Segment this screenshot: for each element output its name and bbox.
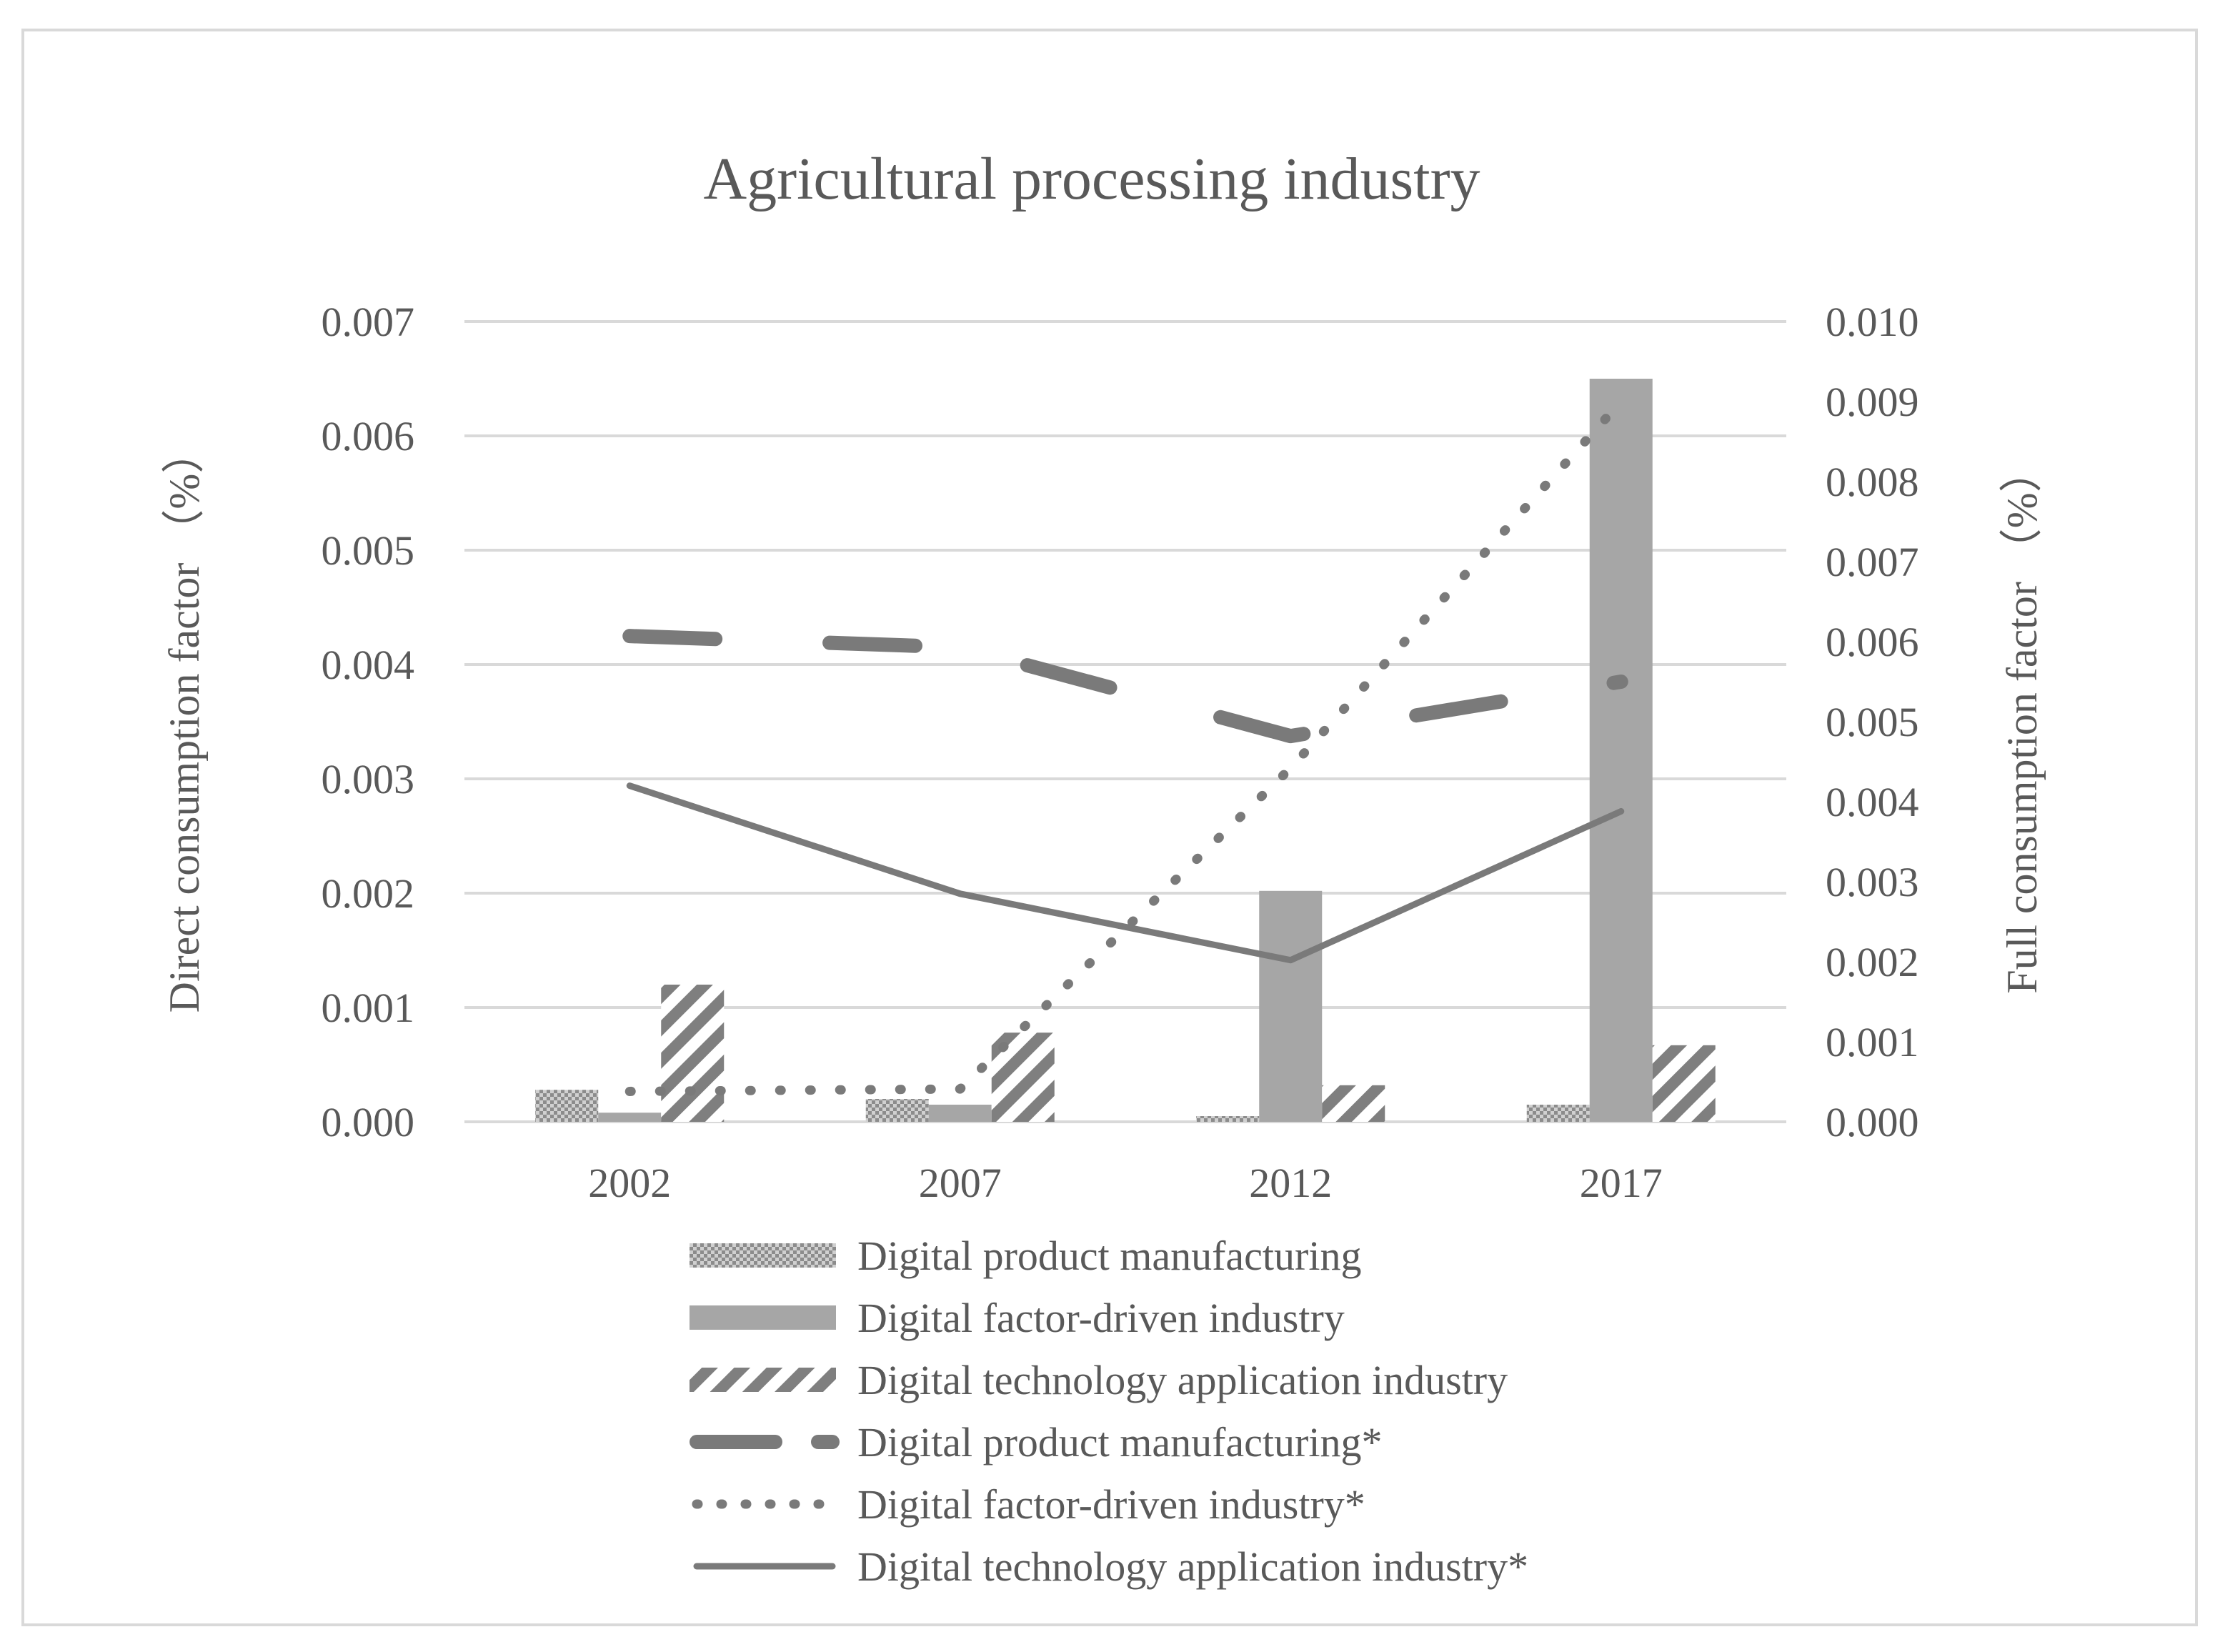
left-axis-ticks: 0.000 0.001 0.002 0.003 0.004 0.005 0.006 0.007 [322,299,415,1145]
legend-swatch [690,1305,836,1330]
right-tick-label: 0.001 [1826,1019,1919,1065]
right-tick-label: 0.005 [1826,699,1919,745]
left-tick-label: 0.002 [322,870,415,917]
legend-label: Digital technology application industry* [857,1543,1528,1590]
right-tick-label: 0.008 [1826,459,1919,505]
bars [535,379,1716,1122]
bar [535,1090,599,1122]
bar [1322,1085,1385,1122]
series-line [626,782,1625,964]
left-axis-label: Direct consumption factor （%） [161,431,208,1013]
left-tick-label: 0.004 [322,642,415,688]
x-tick-label: 2017 [1580,1160,1663,1206]
series-line [624,397,1626,1096]
bar [1652,1045,1716,1122]
bar [661,985,725,1122]
left-tick-label: 0.005 [322,527,415,574]
x-axis-ticks: 2002 2007 2012 2017 [588,1160,1663,1206]
left-tick-label: 0.006 [322,413,415,459]
x-tick-label: 2007 [919,1160,1002,1206]
bar [1589,379,1653,1122]
legend: Digital product manufacturing Digital fac… [690,1233,1528,1590]
bar [928,1105,992,1122]
legend-label: Digital product manufacturing [857,1233,1361,1279]
left-tick-label: 0.003 [322,756,415,802]
legend-label: Digital product manufacturing* [857,1419,1382,1466]
right-tick-label: 0.006 [1826,619,1919,665]
bar [865,1099,929,1122]
right-tick-label: 0.000 [1826,1099,1919,1145]
bar [598,1113,662,1122]
legend-swatch [690,1243,836,1268]
bar [1526,1105,1590,1122]
legend-label: Digital factor-driven industry* [857,1481,1365,1528]
right-axis-label: Full consumption factor （%） [1999,449,2046,994]
series-line [622,629,1628,744]
x-tick-label: 2012 [1249,1160,1332,1206]
chart-title: Agricultural processing industry [703,146,1480,212]
right-tick-label: 0.007 [1826,539,1919,585]
lines [622,397,1628,1096]
left-tick-label: 0.007 [322,299,415,345]
legend-label: Digital factor-driven industry [857,1295,1345,1341]
left-tick-label: 0.001 [322,985,415,1031]
right-tick-label: 0.002 [1826,939,1919,985]
right-tick-label: 0.004 [1826,779,1919,825]
right-tick-label: 0.003 [1826,859,1919,905]
legend-swatch [690,1368,836,1392]
bar [1196,1116,1260,1122]
legend-label: Digital technology application industry [857,1357,1508,1403]
left-tick-label: 0.000 [322,1099,415,1145]
right-axis-ticks: 0.000 0.001 0.002 0.003 0.004 0.005 0.006 0.007… [1826,299,1919,1145]
right-tick-label: 0.009 [1826,379,1919,425]
right-tick-label: 0.010 [1826,299,1919,345]
bar [1259,890,1323,1122]
x-tick-label: 2002 [588,1160,671,1206]
chart-frame [21,29,2198,1626]
